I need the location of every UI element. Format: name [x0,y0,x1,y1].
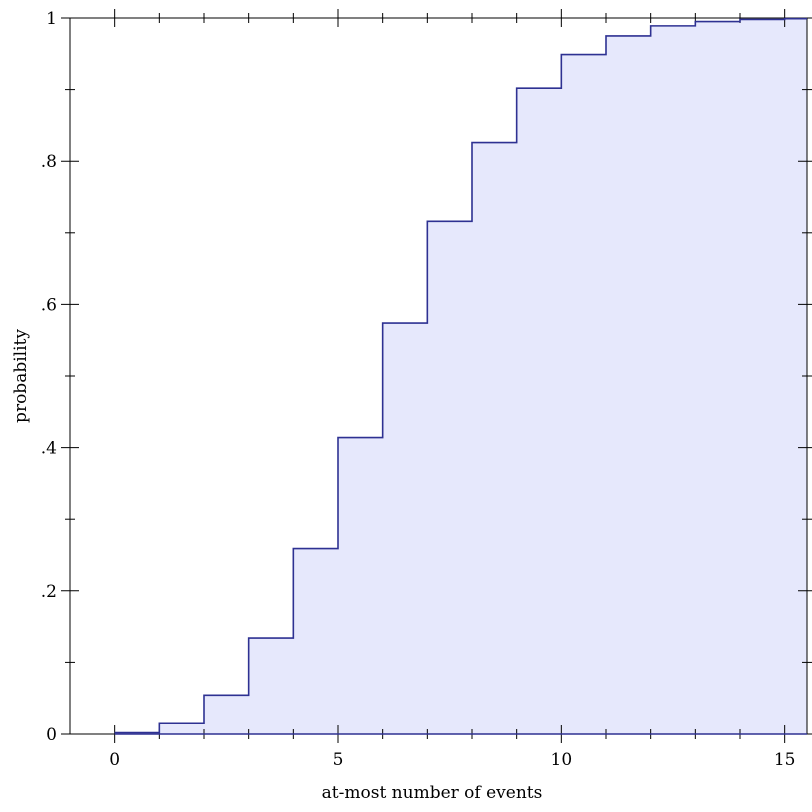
x-tick-label: 0 [109,750,120,770]
y-axis-title: probability [11,329,31,423]
y-tick-label: .2 [41,582,57,602]
x-tick-label: 15 [774,750,796,770]
x-tick-label: 5 [333,750,344,770]
x-tick-label: 10 [551,750,573,770]
y-tick-label: 1 [46,9,57,29]
y-tick-label: 0 [46,725,57,745]
y-tick-label: .6 [41,295,57,315]
tick-labels: 0 5 10 15 0 .2 .4 .6 .8 1 [41,9,796,770]
y-tick-label: .8 [41,152,57,172]
x-axis-title: at-most number of events [322,783,543,803]
step-series-line [114,17,807,734]
y-tick-label: .4 [41,439,57,459]
area-fill-layer [114,18,807,734]
step-line-layer [114,17,807,735]
area-fill [114,18,807,734]
